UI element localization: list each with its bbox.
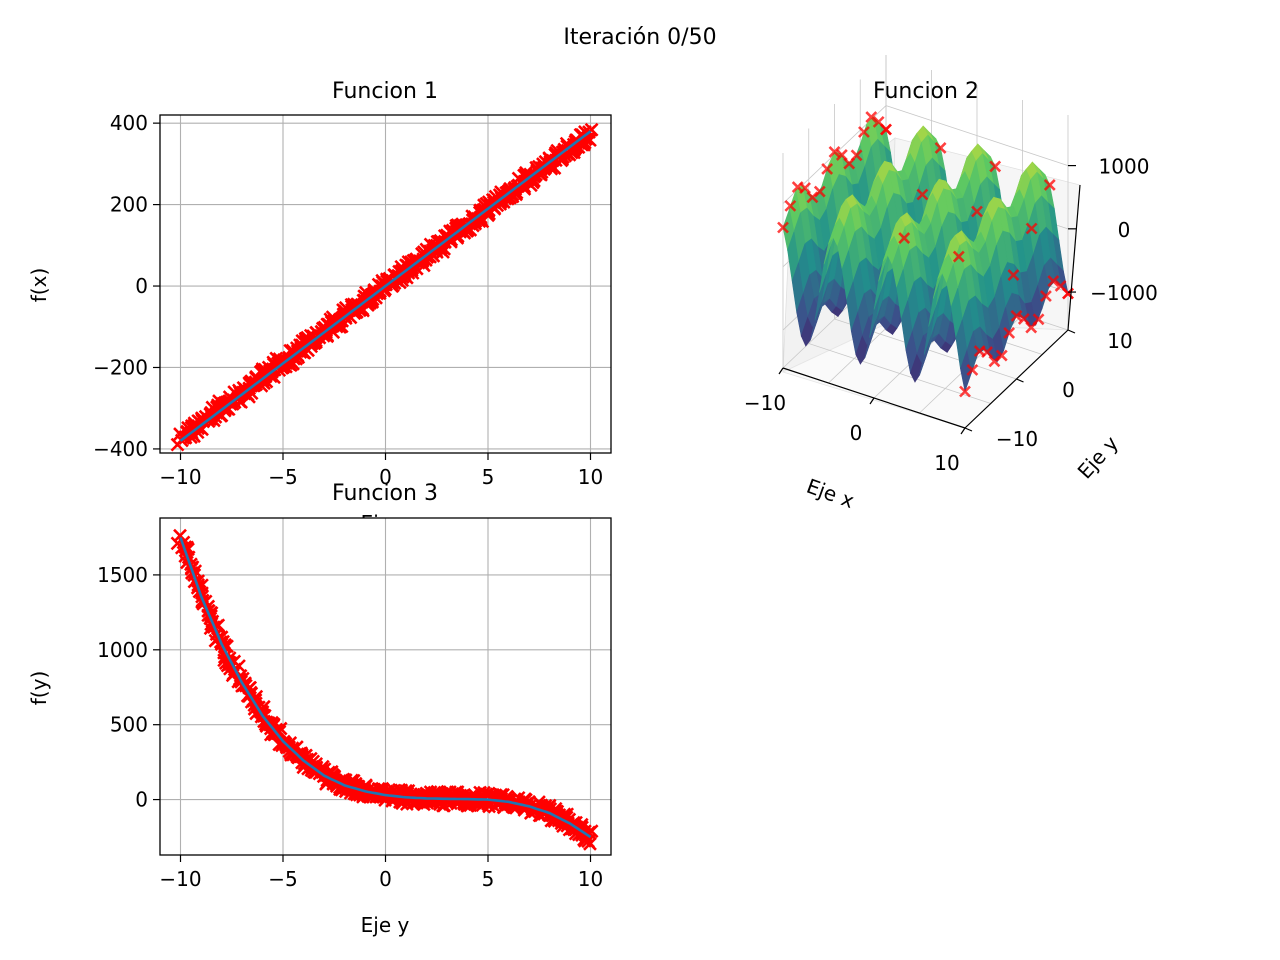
y-tick-label: −10 — [996, 427, 1038, 451]
panel-funcion-2: Funcion 2 −10 0 10 −10 0 10 −1000 0 1000 Eje x E… — [744, 55, 1158, 513]
scatter-marker — [995, 349, 1008, 362]
x-tick-label: 0 — [850, 421, 863, 445]
scatter-marker — [1007, 269, 1020, 281]
panel-1-title: Funcion 1 — [332, 79, 438, 104]
scatter-marker — [850, 149, 863, 162]
scatter-marker — [1032, 313, 1045, 326]
scatter-marker — [966, 363, 979, 376]
panel-1-ylabel: f(x) — [27, 268, 51, 302]
scatter-marker — [1043, 179, 1056, 191]
scatter-marker — [583, 836, 597, 851]
scatter-marker — [828, 145, 841, 158]
surface-plot — [782, 115, 1069, 393]
z-axis-line-3d — [1067, 184, 1081, 331]
y-tick-label: 1500 — [97, 563, 148, 587]
x-tick-label: 5 — [482, 465, 495, 489]
y-tick-label: 10 — [1107, 329, 1132, 353]
y-tick-mark — [964, 427, 973, 432]
y-tick-label: 0 — [135, 274, 148, 298]
panel-3-ylabel: f(y) — [27, 671, 51, 705]
scatter-marker — [319, 328, 333, 343]
scatter-marker — [880, 123, 892, 136]
scatter-marker — [1047, 275, 1060, 287]
y-tick-label: 0 — [135, 788, 148, 812]
x-tick-mark — [869, 397, 875, 405]
x-tick-label: −10 — [744, 391, 786, 415]
scatter-marker — [971, 205, 983, 218]
y-tick-label: 1000 — [97, 638, 148, 662]
scatter-marker — [1040, 290, 1052, 302]
surface-patch — [960, 349, 972, 393]
panel-3-title: Funcion 3 — [332, 481, 438, 506]
x-tick-label: 0 — [379, 465, 392, 489]
scatter-marker — [959, 385, 971, 398]
figure-title: Iteración 0/50 — [563, 25, 716, 50]
y-tick-label: 200 — [110, 193, 148, 217]
scatter-marker — [206, 413, 221, 428]
x-tick-mark — [960, 427, 966, 435]
scatter-marker — [981, 346, 993, 358]
panel-2-xlabel: Eje x — [803, 474, 857, 513]
x-tick-label: 10 — [934, 451, 959, 475]
scatter-marker — [1010, 310, 1023, 322]
y-tick-mark — [1016, 378, 1024, 383]
surface-scatter — [777, 111, 1074, 398]
line-series — [179, 130, 592, 442]
x-tick-label: 5 — [482, 867, 495, 891]
x-tick-label: −5 — [268, 867, 297, 891]
scatter-marker — [821, 162, 834, 175]
x-tick-label: 10 — [578, 465, 603, 489]
x-tick-mark — [778, 367, 784, 375]
scatter-marker — [898, 232, 911, 244]
scatter-marker — [813, 185, 826, 198]
pane-gridline — [782, 105, 1069, 204]
y-tick-label: −400 — [93, 437, 148, 461]
x-tick-label: 0 — [379, 867, 392, 891]
z-tick-label: 1000 — [1099, 155, 1150, 179]
scatter-marker — [865, 111, 878, 123]
y-tick-label: 0 — [1062, 378, 1075, 402]
panel-funcion-3: −10 −5 0 5 10 0 500 1000 1500 Funcion 3 f(y) Eje… — [27, 481, 612, 937]
scatter-marker — [916, 188, 929, 201]
scatter-marker — [799, 182, 811, 194]
scatter-marker — [934, 142, 947, 154]
z-tick-label: −1000 — [1090, 281, 1158, 305]
y-tick-label: 400 — [110, 111, 148, 135]
scatter-marker — [1003, 327, 1016, 339]
line-series — [179, 537, 592, 839]
scatter-marker — [784, 199, 797, 212]
x-tick-label: −10 — [159, 867, 201, 891]
scatter-marker — [173, 528, 187, 543]
x-tick-label: 10 — [578, 867, 603, 891]
scatter-marker — [272, 724, 287, 739]
panel-2-ylabel: Eje y — [1073, 431, 1124, 483]
scatter-marker — [952, 250, 965, 263]
z-tick-label: 0 — [1118, 218, 1131, 242]
x-tick-label: −10 — [159, 465, 201, 489]
scatter-marker — [989, 160, 1002, 173]
panel-2-title: Funcion 2 — [873, 79, 979, 104]
panel-3-xlabel: Eje y — [361, 913, 410, 937]
scatter-marker — [777, 221, 789, 234]
x-tick-label: −5 — [268, 465, 297, 489]
scatter-marker — [858, 126, 870, 138]
y-tick-label: −200 — [93, 355, 148, 379]
scatter-marker — [1025, 222, 1038, 235]
y-tick-label: 500 — [110, 713, 148, 737]
y-tick-mark — [1067, 329, 1076, 334]
